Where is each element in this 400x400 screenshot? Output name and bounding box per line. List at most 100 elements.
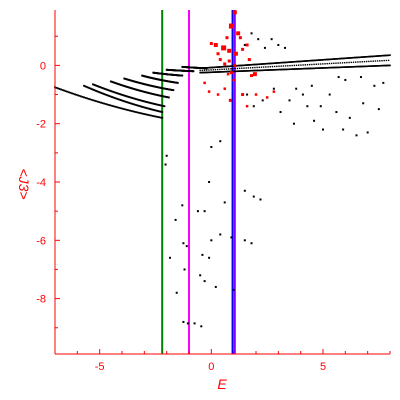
branch-point (168, 96, 170, 99)
branch-point (104, 93, 107, 96)
branch-point (106, 94, 109, 97)
branch-point (121, 99, 123, 102)
black-point (319, 105, 322, 108)
black-point (295, 87, 298, 90)
branch-point (156, 116, 159, 118)
branch-point (113, 91, 116, 94)
black-point (183, 268, 186, 271)
band-point (389, 54, 391, 56)
band-point (361, 61, 363, 63)
band-point (354, 61, 357, 63)
branch-point (131, 97, 134, 100)
red-points-layer (203, 10, 276, 108)
branch-point (141, 99, 143, 102)
branch-point (92, 99, 95, 102)
black-point (328, 93, 331, 96)
branch-point (176, 81, 179, 84)
branch-point (113, 96, 116, 99)
band-point (322, 63, 324, 65)
branch-point (104, 88, 107, 90)
branch-point (127, 101, 130, 104)
branch-point (58, 88, 61, 90)
branch-point (128, 96, 131, 99)
band-point (219, 68, 221, 71)
branch-point (159, 116, 162, 119)
branch-point (151, 102, 154, 105)
band-point (326, 62, 328, 65)
red-point (233, 63, 237, 67)
band-point (306, 64, 309, 66)
band-point (313, 63, 315, 66)
band-point (370, 60, 372, 63)
branch-point (151, 108, 154, 111)
black-point (230, 236, 233, 239)
branch-point (129, 109, 131, 112)
branch-point (153, 115, 156, 118)
x-tick-label: 0 (208, 361, 214, 373)
branch-point (128, 102, 131, 104)
branch-point (61, 89, 64, 91)
red-point (250, 74, 254, 78)
red-point (252, 72, 257, 77)
branch-point (107, 89, 110, 92)
branch-point (158, 104, 161, 106)
branch-point (123, 108, 125, 110)
branch-point (159, 110, 161, 113)
band-point (300, 64, 302, 66)
band-point (368, 60, 370, 63)
branch-point (118, 106, 121, 109)
branch-point (119, 93, 122, 96)
branch-point (60, 88, 63, 91)
branch-point (95, 84, 97, 87)
black-point (164, 163, 167, 166)
branch-point (112, 91, 115, 93)
branch-point (84, 96, 87, 99)
branch-point (93, 89, 95, 91)
branch-point (85, 85, 88, 88)
branch-point (114, 97, 117, 100)
branch-point (110, 90, 113, 93)
red-point (228, 98, 232, 102)
black-point (250, 242, 253, 245)
black-point (270, 38, 273, 41)
branch-point (90, 88, 93, 91)
branch-point (111, 90, 114, 93)
branch-point (156, 110, 159, 112)
branch-point (135, 111, 138, 114)
black-point (342, 128, 345, 131)
band-point (319, 63, 322, 65)
black-point (252, 195, 255, 198)
branch-point (93, 99, 96, 102)
branch-point (139, 112, 142, 115)
black-point (362, 102, 365, 105)
red-point (226, 72, 230, 76)
band-point (256, 66, 258, 69)
band-point (265, 66, 267, 68)
branch-point (88, 87, 91, 90)
black-point (223, 201, 226, 204)
band-point (333, 62, 335, 65)
branch-point (108, 95, 111, 98)
branch-point (142, 113, 145, 115)
branch-point (133, 97, 136, 100)
branch-point (162, 105, 165, 107)
red-point (254, 93, 258, 96)
black-point (373, 84, 376, 87)
branch-point (125, 95, 128, 98)
black-point (377, 108, 380, 111)
branch-point (134, 103, 137, 106)
branch-point (150, 102, 153, 105)
band-point (282, 65, 285, 67)
branch-point (118, 93, 121, 95)
x-tick-label: -5 (95, 361, 105, 373)
band-point (341, 62, 344, 64)
branch-point (89, 87, 92, 90)
branch-point (95, 100, 98, 103)
y-tick-label: 0 (40, 60, 46, 72)
black-point (252, 105, 255, 108)
band-point (291, 64, 293, 67)
band-point (359, 61, 361, 63)
band-point (230, 68, 232, 70)
branch-point (89, 98, 92, 101)
black-point (263, 46, 266, 49)
